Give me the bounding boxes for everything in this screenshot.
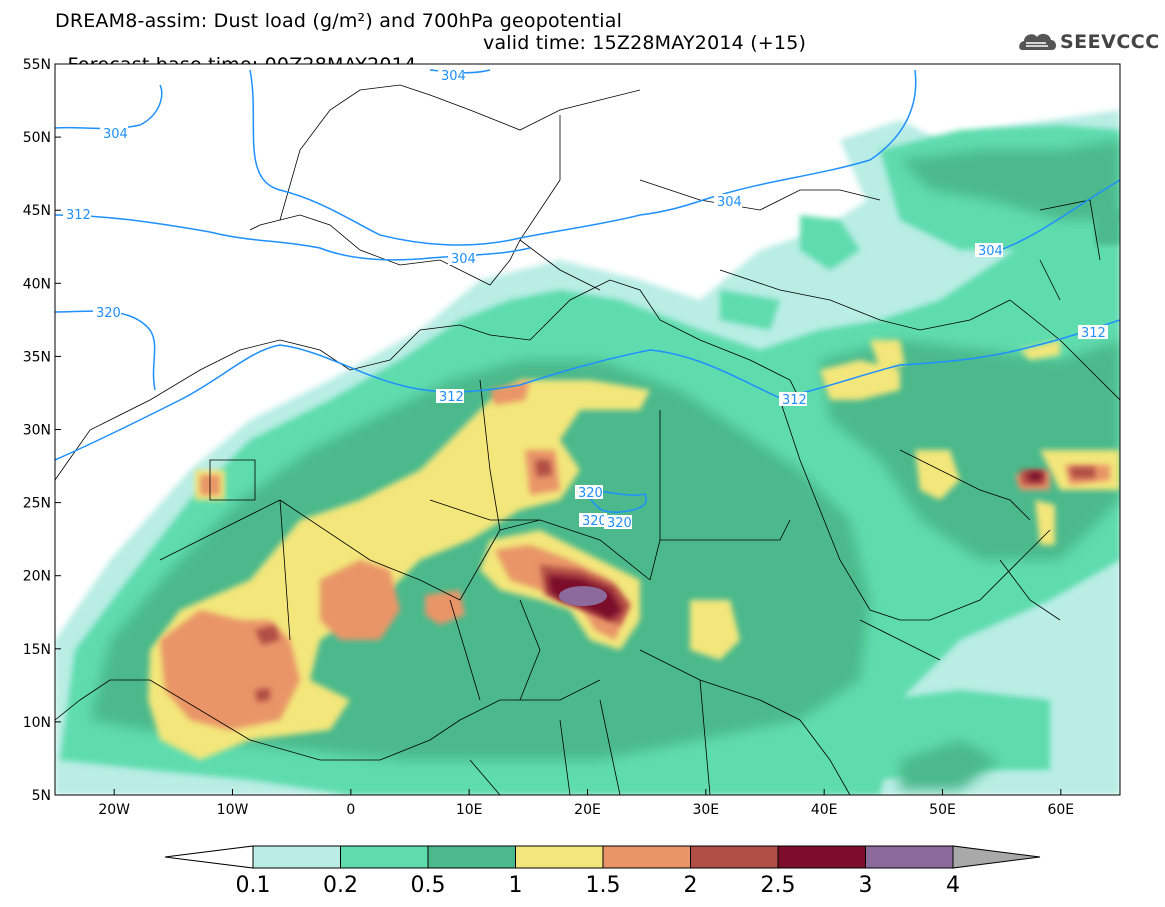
lon-tick-label: 30E [692, 802, 719, 818]
colorbar-under-triangle [164, 845, 254, 869]
colorbar-segment [865, 845, 954, 869]
lon-tick-label: 60E [1047, 802, 1074, 818]
lat-tick-label: 15N [23, 642, 51, 658]
colorbar: 0.1 0.2 0.5 1 1.5 2 2.5 3 4 [164, 845, 1041, 898]
svg-text:312: 312 [1081, 326, 1106, 341]
latitude-axis: 55N 50N 45N 40N 35N 30N 25N 20N 15N 10N 5N [23, 57, 61, 804]
lon-tick-label: 20W [98, 802, 130, 818]
lon-tick-label: 50E [929, 802, 956, 818]
logo-text: SEEVCCC [1060, 31, 1160, 53]
lon-tick-label: 10W [217, 802, 249, 818]
colorbar-over-triangle [952, 845, 1041, 869]
lat-tick-label: 50N [23, 130, 51, 146]
contour-label: 320 [93, 305, 121, 321]
svg-text:320: 320 [582, 514, 607, 529]
colorbar-label: 4 [946, 873, 960, 898]
lat-tick-label: 45N [23, 203, 51, 219]
contour-label: 304 [100, 126, 128, 142]
svg-text:304: 304 [441, 69, 466, 84]
colorbar-segment [340, 845, 429, 869]
longitude-axis: 20W 10W 0 10E 20E 30E 40E 50E 60E [98, 789, 1074, 818]
lat-tick-label: 35N [23, 349, 51, 365]
geopotential-contours [55, 69, 1120, 514]
contour-label: 312 [1078, 325, 1108, 341]
lon-tick-label: 10E [456, 802, 483, 818]
svg-text:312: 312 [782, 393, 807, 408]
lon-tick-label: 40E [811, 802, 838, 818]
lat-tick-label: 20N [23, 569, 51, 585]
contour-label: 304 [975, 243, 1003, 259]
contour-label: 320 [579, 513, 607, 529]
map-title: DREAM8-assim: Dust load (g/m²) and 700hP… [55, 10, 623, 32]
lat-tick-label: 30N [23, 423, 51, 439]
colorbar-label: 2.5 [761, 873, 796, 898]
contour-label: 320 [575, 485, 603, 501]
dust-field [55, 64, 1120, 795]
svg-text:320: 320 [96, 306, 121, 321]
valid-time: valid time: 15Z28MAY2014 (+15) [483, 32, 807, 54]
colorbar-label: 3 [859, 873, 873, 898]
lon-tick-label: 20E [574, 802, 601, 818]
contour-label: 304 [714, 194, 742, 210]
lat-tick-label: 5N [32, 788, 51, 804]
contour-label: 320 [604, 515, 632, 531]
svg-text:312: 312 [66, 208, 91, 223]
contour-label: 304 [448, 251, 476, 267]
contour-labels: 304 304 312 304 320 312 312 320 320 320 … [63, 68, 1108, 531]
contour-label: 304 [438, 68, 466, 84]
svg-text:320: 320 [607, 516, 632, 531]
svg-text:304: 304 [978, 244, 1003, 259]
svg-text:320: 320 [578, 486, 603, 501]
svg-text:312: 312 [439, 390, 464, 405]
lat-tick-label: 10N [23, 715, 51, 731]
colorbar-label: 0.1 [236, 873, 271, 898]
colorbar-label: 0.2 [323, 873, 358, 898]
svg-text:304: 304 [451, 252, 476, 267]
lon-tick-label: 0 [346, 802, 355, 818]
contour-label: 312 [63, 207, 91, 223]
colorbar-label: 1.5 [586, 873, 621, 898]
colorbar-label: 1 [509, 873, 523, 898]
colorbar-segment [777, 845, 866, 869]
colorbar-label: 0.5 [411, 873, 446, 898]
svg-text:304: 304 [103, 127, 128, 142]
cloud-icon [1019, 33, 1057, 50]
colorbar-segment [602, 845, 691, 869]
contour-label: 312 [436, 389, 464, 405]
colorbar-segment [690, 845, 779, 869]
lat-tick-label: 55N [23, 57, 51, 73]
colorbar-segment [427, 845, 516, 869]
colorbar-segment [252, 845, 341, 869]
lat-tick-label: 25N [23, 496, 51, 512]
colorbar-label: 2 [684, 873, 698, 898]
contour-label: 312 [779, 392, 807, 408]
country-borders [55, 84, 1120, 795]
svg-text:304: 304 [717, 195, 742, 210]
lat-tick-label: 40N [23, 276, 51, 292]
colorbar-segment [515, 845, 604, 869]
